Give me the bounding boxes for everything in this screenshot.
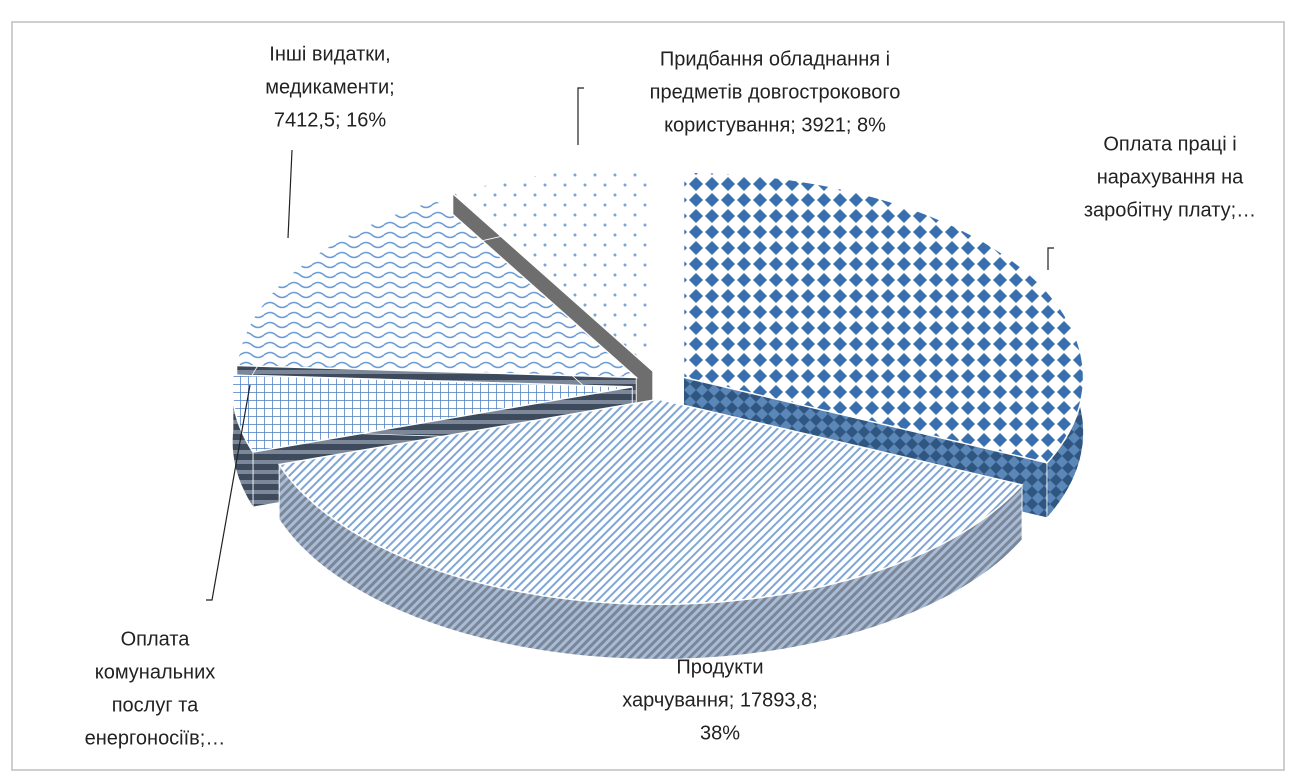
slice — [236, 199, 639, 379]
data-label: харчування; 17893,8; — [622, 689, 817, 711]
data-label: 7412,5; 16% — [274, 109, 387, 131]
data-label: Оплата праці і — [1103, 133, 1236, 155]
data-label: 38% — [700, 722, 740, 744]
slice — [451, 165, 654, 373]
leader-line — [287, 149, 293, 239]
slice — [277, 398, 1024, 606]
data-label: нарахування на — [1097, 166, 1244, 188]
data-label: заробітну плату;… — [1084, 199, 1256, 221]
slice — [682, 171, 1085, 464]
data-label: енергоносіїв;… — [85, 727, 226, 749]
data-label: користування; 3921; 8% — [664, 114, 886, 136]
leader-line — [1047, 247, 1054, 270]
data-label: предметів довгострокового — [650, 81, 901, 103]
leader-line — [577, 87, 584, 145]
data-label: медикаменти; — [265, 76, 394, 98]
leader-line — [206, 384, 251, 601]
data-label: Придбання обладнання і — [660, 48, 890, 70]
data-label: Інші видатки, — [269, 43, 390, 65]
slice — [231, 374, 633, 453]
data-label: послуг та — [112, 694, 199, 716]
data-label: комунальних — [95, 661, 216, 683]
slice-tops — [231, 165, 1085, 606]
data-label: Оплата — [121, 628, 191, 650]
data-label: Продукти — [676, 656, 763, 678]
data-labels: Оплата праці і нарахування на заробітну пл… — [85, 43, 1257, 749]
